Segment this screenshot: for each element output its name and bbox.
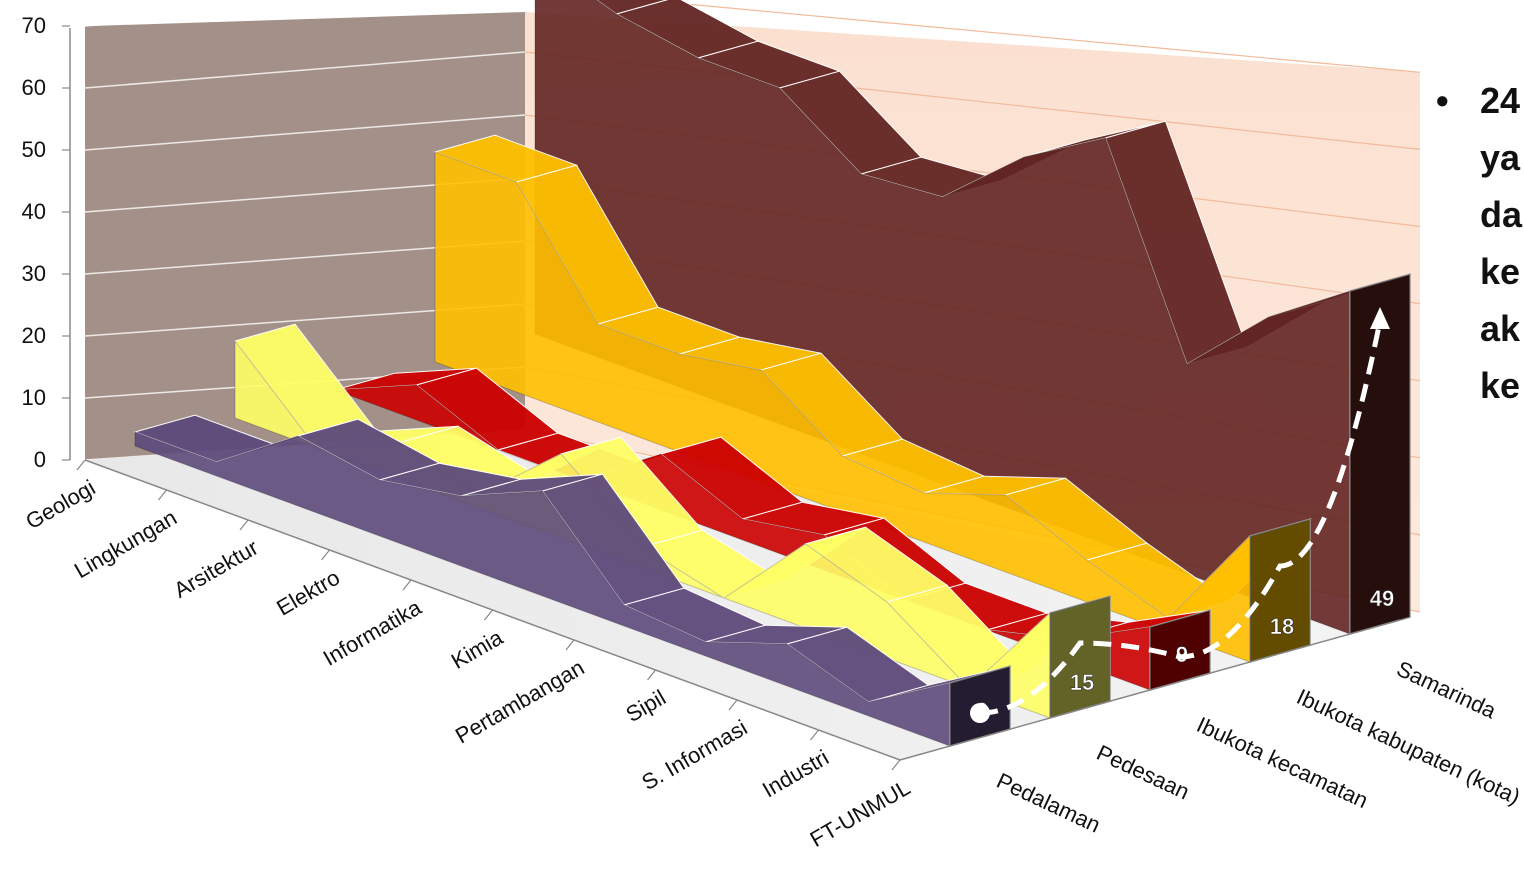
bullet-line: ya [1480, 137, 1521, 178]
y-tick-label: 0 [34, 447, 46, 472]
area-end-cap-shade [1250, 519, 1310, 662]
y-tick-label: 30 [22, 261, 46, 286]
category-label: Arsitektur [170, 535, 263, 603]
y-tick-label: 10 [22, 385, 46, 410]
y-tick-label: 40 [22, 199, 46, 224]
area-end-cap-shade [1150, 610, 1210, 690]
data-label: 49 [1370, 586, 1394, 611]
bullet-line: ke [1480, 251, 1521, 292]
trend-arrow-head [1370, 307, 1390, 329]
x-tick-mark [321, 549, 330, 561]
data-label: 18 [1270, 614, 1294, 639]
bullet-line: da [1480, 194, 1523, 235]
gridline-left [84, 114, 526, 151]
y-tick-label: 60 [22, 75, 46, 100]
gridline-left [84, 51, 526, 89]
category-label: Kimia [447, 624, 508, 674]
x-tick-mark [76, 459, 86, 471]
area-end-cap [1349, 273, 1411, 635]
area-top-segment [595, 0, 669, 15]
gridline-left [84, 0, 404, 27]
bullet-text: • 24 ya da ke ak ke [1436, 72, 1524, 402]
category-label: Informatika [319, 594, 426, 670]
x-tick-mark [810, 729, 819, 741]
depth-axis-line [899, 619, 1401, 761]
series-samarinda: 49 [534, 0, 1411, 635]
x-tick-mark [647, 669, 656, 681]
x-tick-mark [565, 639, 575, 651]
category-label: Pertambangan [451, 655, 588, 749]
category-label: Geologi [21, 475, 99, 535]
bullet-lines: 24 ya da ke ak ke [1480, 72, 1522, 402]
series-axis-label: Pedesaan [1093, 740, 1193, 805]
category-label: Lingkungan [70, 505, 181, 584]
x-tick-mark [402, 579, 412, 591]
series-pedalaman: 9 [133, 414, 1011, 747]
x-tick-mark [239, 519, 249, 531]
category-label: FT-UNMUL [806, 775, 915, 852]
y-tick-label: 70 [22, 13, 46, 38]
category-label: Industri [758, 745, 833, 803]
series-axis-label: Pedalaman [993, 768, 1104, 838]
trend-arrow-start [970, 703, 990, 723]
x-tick-mark [158, 489, 167, 501]
x-tick-mark [891, 759, 901, 771]
category-label: Elektro [272, 565, 344, 621]
series-axis-label: Samarinda [1393, 656, 1501, 724]
bullet-line: ak [1480, 308, 1521, 349]
x-tick-mark [728, 699, 738, 711]
bullet-dot: • [1436, 80, 1449, 121]
series-ibukota-kabupaten-kota-: 18 [433, 134, 1312, 663]
category-label: Sipil [621, 685, 670, 727]
trend-arrow [970, 307, 1390, 723]
y-tick-label: 20 [22, 323, 46, 348]
x-tick-mark [484, 609, 493, 621]
series-layer: 49189159 [133, 0, 1411, 747]
data-label: 15 [1070, 670, 1094, 695]
area-end-cap-shade [1050, 596, 1110, 718]
area-end-cap-shade [1350, 274, 1410, 634]
bullet-line: 24 [1480, 80, 1521, 121]
category-label: S. Informasi [637, 715, 751, 795]
bullet-line: ke [1480, 365, 1521, 402]
trend-arrow-path [979, 320, 1383, 716]
y-tick-label: 50 [22, 137, 46, 162]
